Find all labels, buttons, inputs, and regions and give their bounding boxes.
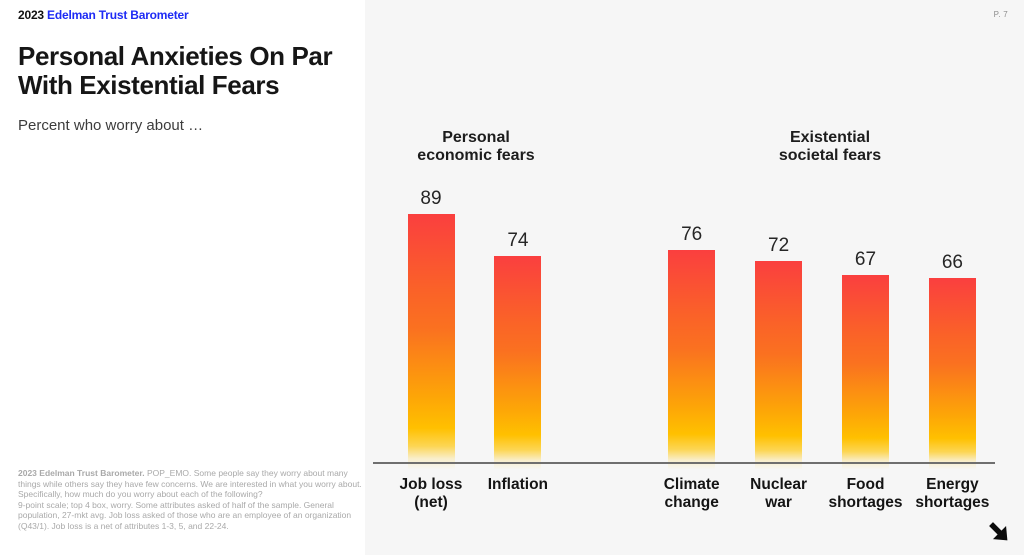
category-label-nuclear-war: Nuclear war bbox=[750, 476, 808, 512]
brand-name: Edelman Trust Barometer bbox=[47, 8, 189, 22]
footnote-text: POP_EMO. Some people say they worry abou… bbox=[18, 468, 362, 531]
slide-subtitle: Percent who worry about … bbox=[18, 117, 204, 134]
value-label-job-loss-net: 89 bbox=[420, 187, 442, 209]
category-label-energy-shortages: Energy shortages bbox=[915, 476, 990, 512]
bar-climate-change bbox=[668, 250, 716, 469]
bar-job-loss-net bbox=[407, 213, 455, 469]
bar-nuclear-war bbox=[755, 261, 803, 469]
group-header-personal-economic-fears: Personal economic fears bbox=[417, 129, 535, 165]
value-label-nuclear-war: 72 bbox=[768, 235, 790, 257]
value-label-inflation: 74 bbox=[507, 229, 529, 251]
brand-header: 2023 Edelman Trust Barometer bbox=[18, 8, 189, 22]
footnote-source: 2023 Edelman Trust Barometer. bbox=[18, 468, 145, 478]
slide-title: Personal Anxieties On Par With Existenti… bbox=[18, 41, 333, 101]
category-label-inflation: Inflation bbox=[487, 476, 549, 493]
page-number: P. 7 bbox=[993, 10, 1008, 19]
value-label-energy-shortages: 66 bbox=[941, 252, 963, 274]
bar-food-shortages bbox=[842, 275, 889, 469]
group-header-existential-societal-fears: Existential societal fears bbox=[778, 129, 882, 165]
next-arrow-icon[interactable] bbox=[984, 517, 1014, 547]
footnote: 2023 Edelman Trust Barometer. POP_EMO. S… bbox=[18, 468, 370, 531]
category-label-food-shortages: Food shortages bbox=[828, 476, 903, 512]
bar-energy-shortages bbox=[928, 278, 976, 469]
value-label-food-shortages: 67 bbox=[854, 249, 877, 271]
x-axis-line bbox=[373, 462, 995, 464]
category-labels-row: Job loss (net) Inflation Climate change Nuc… bbox=[373, 476, 995, 536]
category-label-job-loss-net: Job loss (net) bbox=[399, 476, 463, 512]
category-label-climate-change: Climate change bbox=[663, 476, 720, 512]
bar-inflation bbox=[494, 255, 542, 469]
plot-area: 89 74 76 72 67 66 bbox=[373, 0, 995, 469]
value-label-climate-change: 76 bbox=[681, 224, 703, 246]
brand-year: 2023 bbox=[18, 8, 44, 22]
